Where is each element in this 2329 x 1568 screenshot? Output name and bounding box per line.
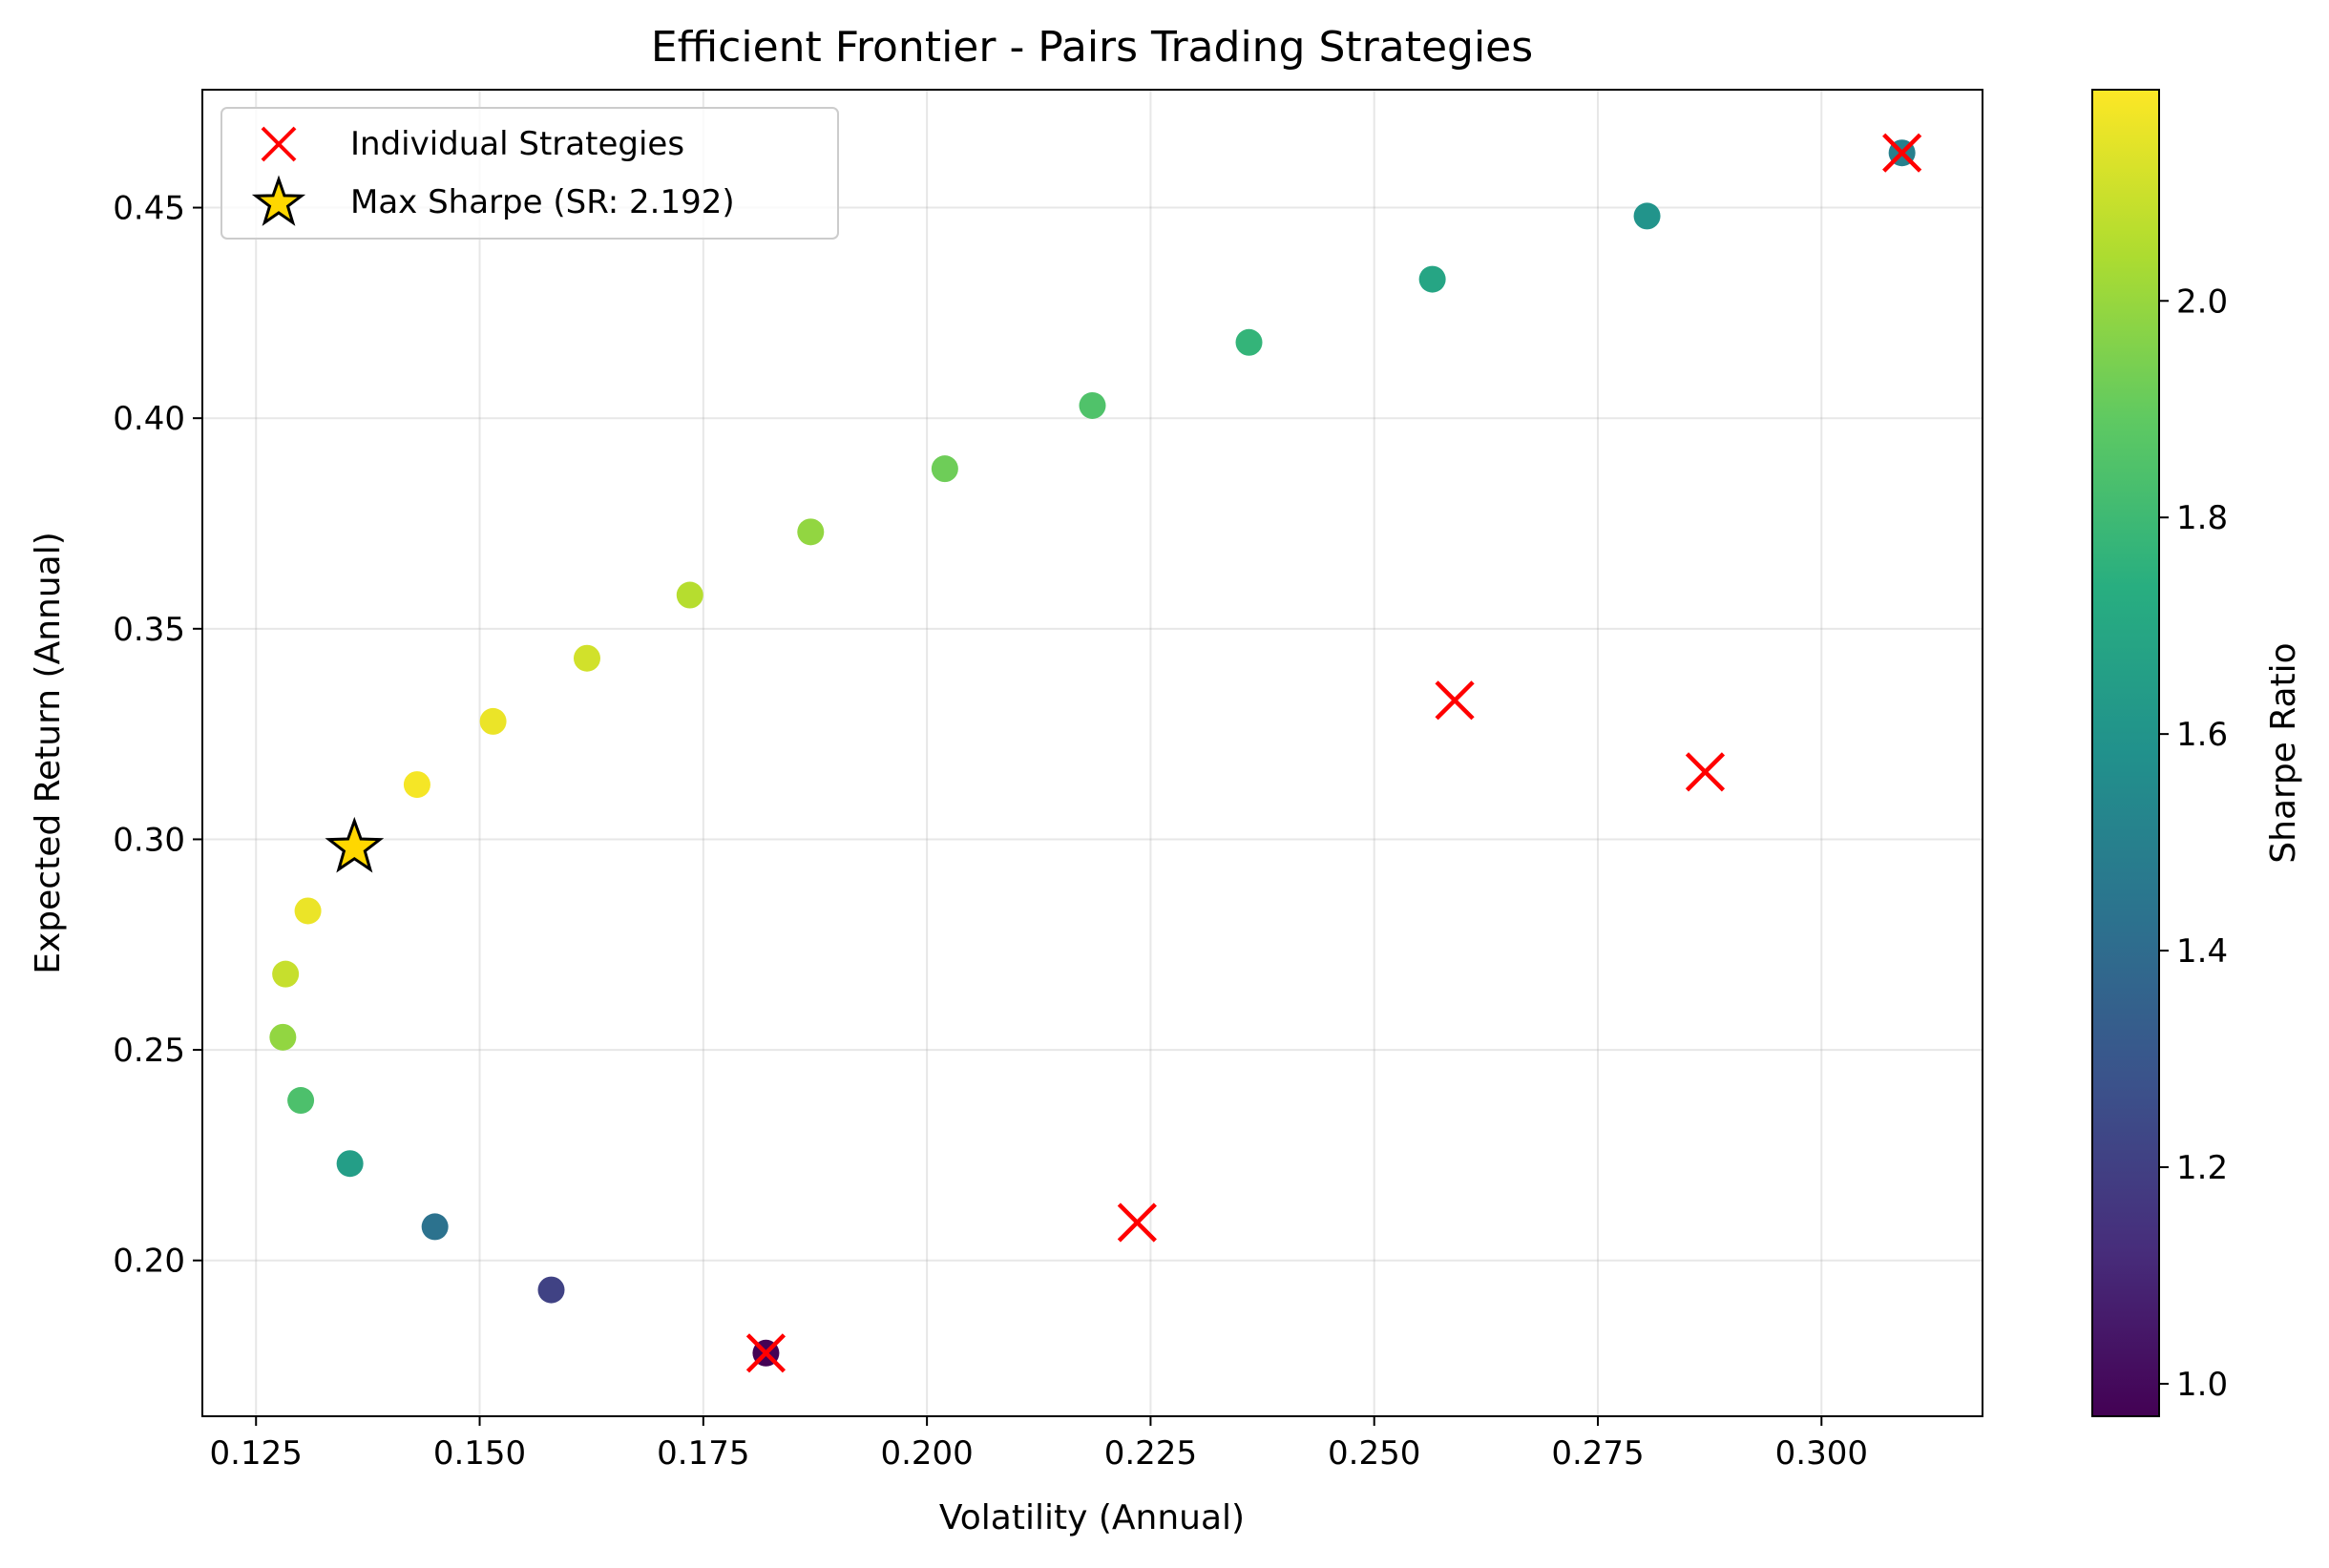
frontier-point [336, 1150, 364, 1178]
x-stroke [1435, 680, 1475, 721]
frontier-point [269, 1023, 297, 1051]
colorbar: 1.0 1.2 1.4 1.6 1.8 2.0 Sharpe Ratio [2091, 89, 2303, 1417]
individual-strategy-marker [1882, 133, 1922, 173]
colorbar-ticks: 1.0 1.2 1.4 1.6 1.8 2.0 [2159, 282, 2228, 1404]
legend-x-marker [261, 126, 297, 162]
legend-star-marker [251, 175, 306, 226]
colorbar-tick-label: 2.0 [2176, 282, 2228, 321]
y-tick-label: 0.35 [113, 611, 185, 649]
y-axis-title: Expected Return (Annual) [29, 532, 68, 974]
grid [202, 90, 1983, 1416]
frontier-point [797, 518, 825, 546]
x-tick-label: 0.125 [210, 1434, 303, 1473]
x-stroke [1117, 1202, 1157, 1243]
frontier-point [421, 1213, 449, 1241]
y-tick-label: 0.40 [113, 400, 185, 438]
x-tick-label: 0.200 [880, 1434, 973, 1473]
frontier-point [272, 960, 300, 988]
frontier-point [537, 1276, 565, 1304]
colorbar-tick-label: 1.0 [2176, 1366, 2228, 1404]
y-tick-label: 0.30 [113, 821, 185, 859]
frontier-point [1633, 202, 1661, 230]
x-tick-label: 0.275 [1551, 1434, 1644, 1473]
y-tick-label: 0.20 [113, 1243, 185, 1281]
colorbar-tick-label: 1.2 [2176, 1149, 2228, 1187]
x-tick-label: 0.300 [1775, 1434, 1868, 1473]
max-sharpe-marker [325, 816, 385, 873]
frontier-point [1235, 328, 1263, 356]
individual-strategy-marker [1117, 1202, 1157, 1243]
frontier-points [269, 139, 1916, 1367]
frontier-point [1418, 265, 1446, 293]
plot-frame [201, 89, 1983, 1417]
x-tick-label: 0.250 [1328, 1434, 1420, 1473]
frontier-point [573, 644, 600, 672]
frontier-point [294, 897, 322, 925]
frontier-point [931, 455, 958, 483]
chart-title: Efficient Frontier - Pairs Trading Strat… [651, 23, 1533, 72]
individual-strategy-markers [745, 133, 1922, 1373]
y-tick-label: 0.25 [113, 1032, 185, 1070]
individual-strategy-marker [1435, 680, 1475, 721]
x-tick-label: 0.150 [433, 1434, 526, 1473]
colorbar-gradient [2091, 89, 2160, 1417]
frontier-point [1079, 391, 1106, 419]
y-tick-label: 0.45 [113, 190, 185, 228]
x-axis-title: Volatility (Annual) [939, 1498, 1245, 1537]
x-axis-ticks: 0.125 0.150 0.175 0.200 0.225 0.250 0.275 0.300 [210, 1416, 1868, 1473]
legend: Individual Strategies Max Sharpe (SR: 2.… [220, 107, 839, 240]
legend-label-max-sharpe: Max Sharpe (SR: 2.192) [350, 183, 735, 221]
colorbar-tick-label: 1.8 [2176, 499, 2228, 537]
legend-box [220, 107, 839, 240]
frontier-point [287, 1087, 315, 1115]
individual-strategy-marker [745, 1333, 787, 1373]
colorbar-title: Sharpe Ratio [2264, 642, 2303, 863]
max-sharpe-star [325, 816, 385, 873]
frontier-point [479, 707, 507, 735]
y-axis-ticks: 0.20 0.25 0.30 0.35 0.40 0.45 [113, 190, 202, 1281]
frontier-point [403, 771, 430, 799]
x-stroke [1882, 133, 1922, 173]
x-stroke [745, 1333, 787, 1373]
x-stroke [1685, 752, 1726, 792]
x-tick-label: 0.175 [657, 1434, 749, 1473]
legend-label-individual: Individual Strategies [350, 125, 684, 163]
colorbar-tick-label: 1.4 [2176, 932, 2228, 971]
frontier-point [676, 581, 703, 609]
colorbar-tick-label: 1.6 [2176, 716, 2228, 754]
x-tick-label: 0.225 [1104, 1434, 1197, 1473]
individual-strategy-marker [1685, 752, 1726, 792]
